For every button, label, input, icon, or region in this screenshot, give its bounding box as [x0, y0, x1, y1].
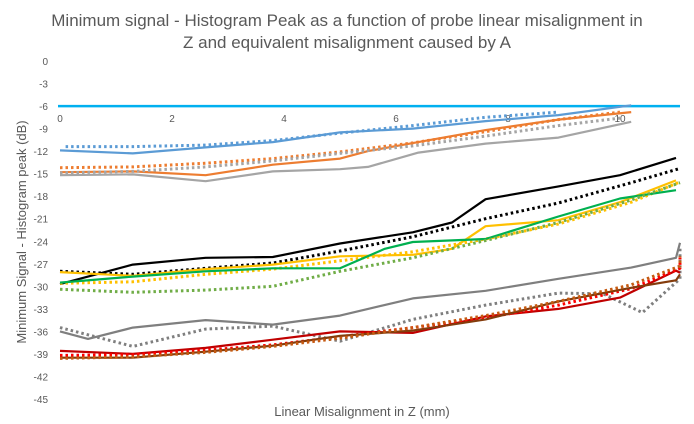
series-line-16: [59, 257, 682, 357]
y-tick-label: -9: [39, 125, 48, 136]
x-tick-label: 2: [169, 114, 175, 125]
y-tick-label: -36: [34, 327, 49, 338]
series-line-10: [59, 180, 681, 285]
x-tick-label: 10: [614, 114, 626, 125]
y-tick-label: -21: [34, 215, 49, 226]
y-axis-title: Minimum Signal - Histogram peak (dB): [14, 120, 29, 343]
series-line-3: [59, 111, 632, 177]
series-line-18: [59, 256, 682, 360]
series-line-11: [59, 189, 677, 284]
y-tick-label: -12: [34, 147, 49, 158]
series-line-5: [59, 120, 632, 183]
y-tick-label: -42: [34, 372, 49, 383]
chart-title-line-1: Minimum signal - Histogram Peak as a fun…: [51, 11, 642, 30]
series-line-13: [59, 242, 682, 340]
series-line-17: [60, 273, 681, 359]
y-tick-label: -3: [39, 80, 48, 91]
y-tick-label: -39: [34, 350, 49, 361]
y-tick-label: -6: [39, 102, 48, 113]
y-tick-label: 0: [42, 57, 48, 68]
y-tick-label: -15: [34, 170, 49, 181]
y-tick-label: -18: [34, 192, 49, 203]
y-tick-label: -27: [34, 260, 49, 271]
y-tick-label: -45: [34, 395, 49, 406]
y-tick-label: -30: [34, 282, 49, 293]
x-tick-label: 0: [57, 114, 63, 125]
series-line-7: [59, 156, 677, 286]
y-tick-label: -24: [34, 237, 49, 248]
series-line-1: [59, 104, 632, 155]
series-line-14: [59, 248, 682, 348]
series-line-2: [65, 110, 559, 149]
series-line-8: [59, 166, 681, 276]
series-line-15: [59, 269, 681, 355]
series-line-9: [59, 179, 677, 277]
series-group: [59, 104, 682, 360]
x-tick-label: 6: [393, 114, 399, 125]
series-line-6: [59, 116, 621, 175]
x-axis-title: Linear Misalignment in Z (mm): [274, 404, 450, 419]
x-tick-label: 4: [281, 114, 287, 125]
chart-title-line-2: Z and equivalent misalignment caused by …: [183, 33, 512, 52]
y-tick-labels: 0 -3 -6 -9 -12 -15 -18 -21 -24 -27 -30 -33 -36 -39 -42…: [34, 57, 49, 406]
y-tick-label: -33: [34, 305, 49, 316]
